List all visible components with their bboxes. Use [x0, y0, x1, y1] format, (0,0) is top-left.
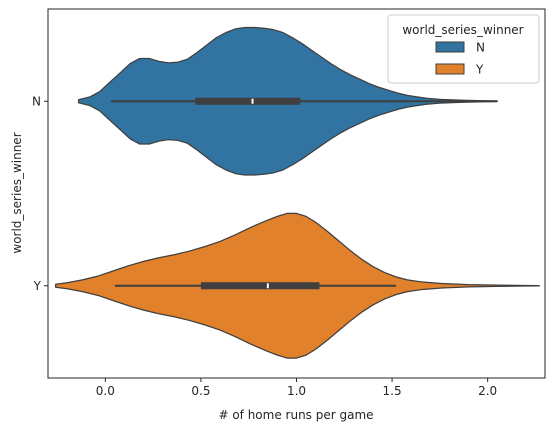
y-tick-label: N: [32, 94, 41, 108]
x-tick-label: 1.5: [383, 384, 402, 398]
y-axis-label: world_series_winner: [10, 132, 24, 253]
legend: world_series_winner N Y: [387, 14, 540, 84]
y-axis-ticks: NY: [32, 94, 48, 293]
box-plots: [111, 97, 498, 290]
legend-swatch-y: [435, 63, 465, 75]
legend-title: world_series_winner: [402, 23, 523, 37]
iqr-box-y: [200, 282, 320, 290]
iqr-box-n: [195, 97, 301, 105]
y-tick-label: Y: [33, 279, 42, 293]
x-axis-ticks: 0.0 0.5 1.0 1.5 2.0: [96, 378, 497, 398]
x-axis-label: # of home runs per game: [218, 408, 373, 422]
legend-swatch-n: [435, 41, 465, 53]
legend-label-n: N: [476, 41, 485, 55]
x-tick-label: 2.0: [478, 384, 497, 398]
legend-label-y: Y: [475, 63, 484, 77]
median-marker-n: [251, 98, 254, 104]
median-marker-y: [266, 283, 269, 289]
x-tick-label: 0.5: [191, 384, 210, 398]
x-tick-label: 0.0: [96, 384, 115, 398]
x-tick-label: 1.0: [287, 384, 306, 398]
